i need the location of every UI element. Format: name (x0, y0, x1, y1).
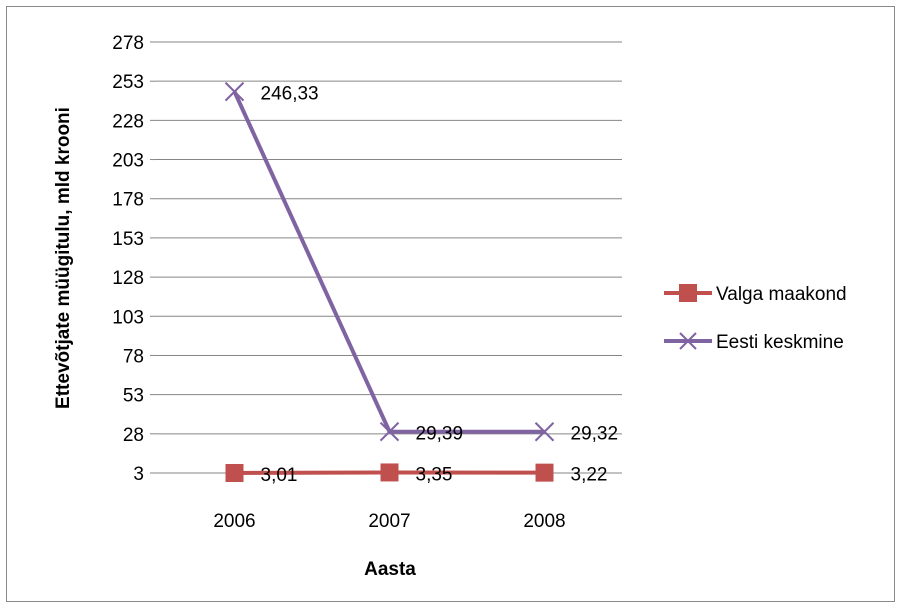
x-tick-label: 2008 (523, 511, 565, 532)
gridlines (150, 41, 622, 474)
series-line-1 (232, 90, 545, 434)
data-point-square (225, 463, 244, 482)
y-tick-label: 103 (112, 307, 144, 328)
y-tick-label: 28 (123, 425, 144, 446)
data-label: 3,01 (261, 465, 298, 486)
data-label: 246,33 (261, 84, 319, 105)
y-axis-ticks: 3 28 53 78 103 128 153 178 203 228 253 278 (112, 33, 144, 485)
y-tick-label: 278 (112, 33, 144, 54)
y-tick-label: 3 (133, 464, 144, 485)
y-tick-label: 128 (112, 268, 144, 289)
legend-square-marker-icon (679, 284, 697, 302)
legend-label-eesti: Eesti keskmine (716, 332, 844, 353)
series (224, 81, 555, 482)
y-tick-label: 253 (112, 72, 144, 93)
x-axis-ticks: 2006 2007 2008 (213, 511, 565, 532)
y-tick-label: 203 (112, 151, 144, 172)
legend-label-valga: Valga maakond (716, 284, 847, 305)
y-tick-label: 153 (112, 229, 144, 250)
data-point-x (534, 422, 555, 442)
data-point-square (380, 463, 399, 482)
legend-item-eesti: Eesti keskmine (664, 332, 844, 353)
y-tick-label: 228 (112, 111, 144, 132)
data-labels: 3,01 3,35 3,22 246,33 29,39 29,32 (261, 84, 619, 486)
data-point-x (379, 421, 400, 442)
x-tick-label: 2006 (213, 511, 255, 532)
legend-x-marker-icon (679, 332, 697, 350)
y-axis-title: Ettevõtjate müügitulu, mld krooni (53, 107, 74, 409)
data-point-square (535, 463, 554, 482)
legend-item-valga: Valga maakond (664, 284, 847, 305)
data-label: 29,32 (571, 424, 619, 445)
x-axis-title: Aasta (364, 559, 416, 580)
data-label: 29,39 (416, 424, 464, 445)
x-tick-label: 2007 (368, 511, 410, 532)
data-label: 3,35 (416, 464, 453, 485)
y-tick-label: 178 (112, 190, 144, 211)
data-point-x (224, 81, 245, 102)
legend: Valga maakond Eesti keskmine (664, 284, 847, 353)
y-tick-label: 78 (123, 346, 144, 367)
chart-frame (6, 6, 895, 602)
y-tick-label: 53 (123, 386, 144, 407)
data-label: 3,22 (571, 465, 608, 486)
